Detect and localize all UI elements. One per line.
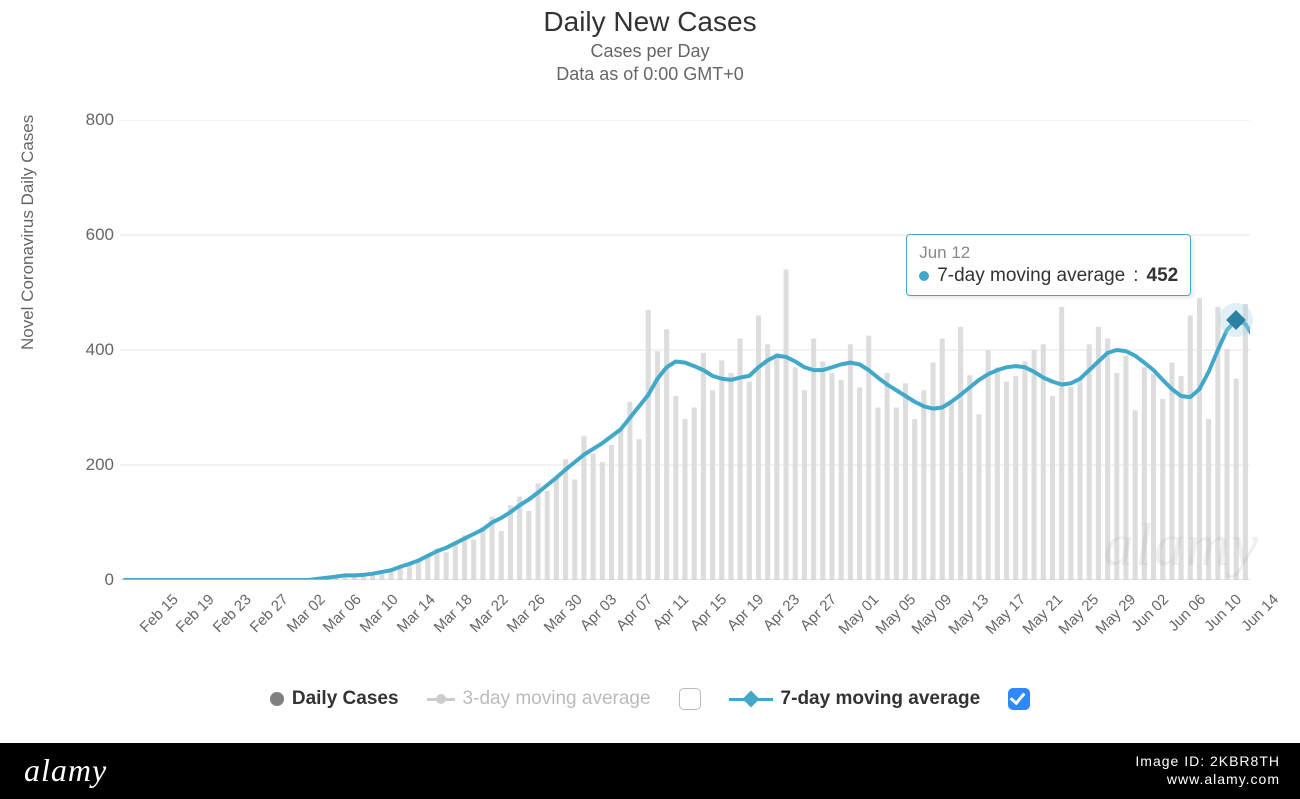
- legend-toggle-checkbox[interactable]: [679, 688, 701, 710]
- x-tick-label: Mar 26: [504, 591, 549, 636]
- x-tick-label: Jun 06: [1165, 591, 1209, 635]
- x-tick-label: Jun 14: [1238, 591, 1282, 635]
- tooltip-series-dot-icon: [919, 271, 929, 281]
- y-tick-label: 800: [86, 110, 114, 130]
- chart-container: Daily New Cases Cases per Day Data as of…: [0, 0, 1300, 740]
- chart-bars: [315, 270, 1248, 581]
- x-tick-label: Feb 27: [247, 591, 292, 636]
- legend-item[interactable]: Daily Cases: [270, 688, 399, 710]
- legend-label: 7-day moving average: [781, 688, 981, 710]
- legend-item[interactable]: 7-day moving average: [729, 688, 981, 710]
- x-tick-label: Jun 10: [1201, 591, 1245, 635]
- footer-url: www.alamy.com: [1167, 771, 1280, 787]
- x-tick-label: May 25: [1056, 591, 1103, 638]
- x-tick-label: May 01: [835, 591, 882, 638]
- legend-line-icon: [427, 698, 455, 701]
- x-tick-label: Feb 23: [210, 591, 255, 636]
- x-tick-label: Mar 22: [467, 591, 512, 636]
- footer-logo: alamy: [24, 752, 107, 789]
- chart-title: Daily New Cases: [0, 6, 1300, 38]
- x-axis-ticks: Feb 15Feb 19Feb 23Feb 27Mar 02Mar 06Mar …: [120, 585, 1250, 665]
- x-tick-label: Apr 23: [760, 591, 803, 634]
- legend-dot-icon: [270, 692, 284, 706]
- chart-subtitle: Cases per Day Data as of 0:00 GMT+0: [0, 40, 1300, 85]
- x-tick-label: Apr 03: [577, 591, 620, 634]
- x-tick-label: May 21: [1019, 591, 1066, 638]
- x-tick-label: May 17: [982, 591, 1029, 638]
- footer-bar: alamy Image ID: 2KBR8TH www.alamy.com: [0, 743, 1300, 799]
- x-tick-label: Apr 07: [613, 591, 656, 634]
- x-tick-label: Mar 14: [394, 591, 439, 636]
- y-tick-label: 600: [86, 225, 114, 245]
- x-tick-label: Apr 11: [650, 591, 692, 633]
- tooltip-date: Jun 12: [919, 243, 1178, 263]
- chart-subtitle-line2: Data as of 0:00 GMT+0: [556, 64, 744, 84]
- legend-item[interactable]: 3-day moving average: [427, 688, 651, 710]
- x-tick-label: Feb 19: [173, 591, 218, 636]
- y-tick-label: 0: [105, 570, 114, 590]
- x-tick-label: May 05: [872, 591, 919, 638]
- y-tick-label: 200: [86, 455, 114, 475]
- chart-tooltip: Jun 12 7-day moving average: 452: [906, 234, 1191, 296]
- legend-toggle-checkbox[interactable]: [1008, 688, 1030, 710]
- x-tick-label: May 09: [909, 591, 956, 638]
- x-tick-label: Apr 27: [797, 591, 840, 634]
- chart-plot-area[interactable]: [120, 120, 1250, 580]
- x-tick-label: Feb 15: [136, 591, 181, 636]
- x-tick-label: Apr 19: [723, 591, 766, 634]
- x-tick-label: Apr 15: [687, 591, 730, 634]
- x-tick-label: May 29: [1092, 591, 1139, 638]
- y-axis-label: Novel Coronavirus Daily Cases: [18, 115, 38, 350]
- x-tick-label: Mar 02: [283, 591, 328, 636]
- footer-image-id: Image ID: 2KBR8TH: [1135, 753, 1280, 769]
- x-tick-label: Mar 10: [357, 591, 402, 636]
- tooltip-series-label: 7-day moving average: [937, 265, 1125, 287]
- legend-label: Daily Cases: [292, 688, 399, 710]
- chart-subtitle-line1: Cases per Day: [590, 41, 709, 61]
- legend-label: 3-day moving average: [463, 688, 651, 710]
- chart-titles: Daily New Cases Cases per Day Data as of…: [0, 0, 1300, 85]
- x-tick-label: Mar 06: [320, 591, 365, 636]
- x-tick-label: Mar 30: [540, 591, 585, 636]
- chart-legend: Daily Cases 3-day moving average 7-day mov…: [0, 688, 1300, 712]
- y-tick-label: 400: [86, 340, 114, 360]
- tooltip-value: 452: [1147, 265, 1179, 287]
- legend-diamond-icon: [729, 693, 773, 705]
- x-tick-label: Mar 18: [430, 591, 475, 636]
- x-tick-label: May 13: [945, 591, 992, 638]
